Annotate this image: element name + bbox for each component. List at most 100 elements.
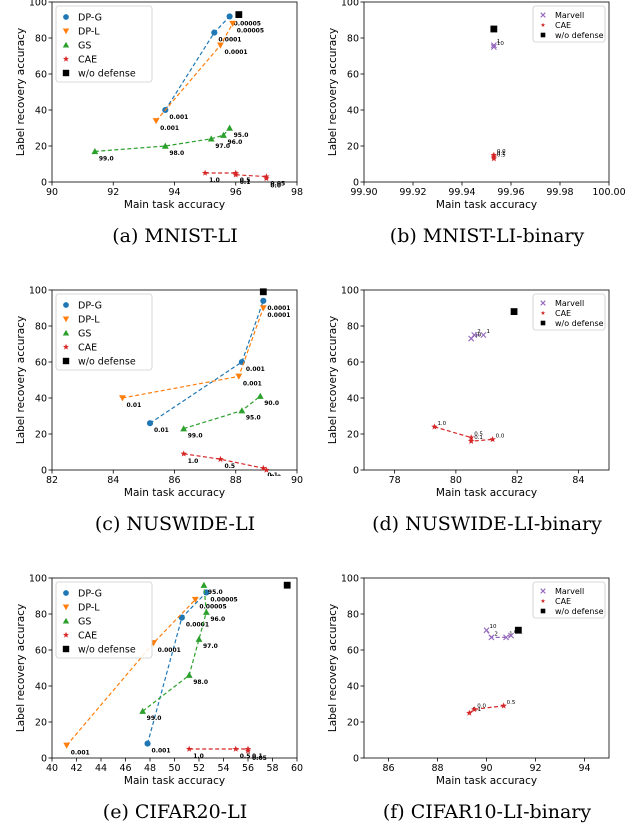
legend-label: CAE xyxy=(78,54,97,65)
legend-marker xyxy=(62,55,70,62)
x-tick-label: 94 xyxy=(168,187,180,198)
data-point xyxy=(260,297,267,304)
y-axis-label: Label recovery accuracy xyxy=(15,316,27,444)
data-label: 98.0 xyxy=(169,150,184,157)
series-line xyxy=(189,748,249,751)
series-w-o-defense xyxy=(259,288,267,296)
y-tick-label: 20 xyxy=(347,141,359,152)
x-tick-label: 84 xyxy=(572,475,584,486)
data-point xyxy=(200,581,208,588)
data-point xyxy=(263,466,270,473)
data-point xyxy=(195,635,203,642)
data-point xyxy=(185,671,193,678)
data-label: 1 xyxy=(486,329,490,335)
subfigure-caption: (f) CIFAR10-LI-binary xyxy=(383,801,592,823)
data-point xyxy=(217,455,224,462)
series-line xyxy=(486,629,512,638)
legend-marker xyxy=(540,608,546,614)
legend-marker xyxy=(540,12,546,18)
y-tick-label: 40 xyxy=(347,393,359,404)
legend-marker xyxy=(540,32,546,38)
plot-frame xyxy=(363,1,610,183)
data-label: 97.0 xyxy=(215,143,230,150)
x-tick-label: 94 xyxy=(578,763,590,774)
legend-frame xyxy=(532,581,606,619)
data-label: 90.0 xyxy=(264,400,279,407)
data-label: 0.1 xyxy=(497,151,506,157)
data-point xyxy=(220,131,227,138)
series-dp-g: 0.001 0.0001 0.00005 xyxy=(144,589,238,755)
data-point xyxy=(259,305,267,312)
data-point xyxy=(191,596,199,603)
data-point xyxy=(238,407,246,414)
y-tick-label: 0 xyxy=(353,753,359,764)
x-tick-label: 98 xyxy=(291,187,303,198)
x-tick-label: 99.94 xyxy=(448,187,475,198)
subfigure-caption: (a) MNIST-LI xyxy=(112,225,238,247)
data-label: 99.0 xyxy=(188,433,203,440)
data-point xyxy=(256,392,264,399)
series-line xyxy=(149,300,264,424)
data-point xyxy=(244,747,252,754)
legend-marker xyxy=(62,357,70,365)
data-label: 0.5 xyxy=(507,700,516,706)
legend-label: w/o defense xyxy=(555,31,604,40)
x-tick-label: 44 xyxy=(95,763,107,774)
legend-marker xyxy=(62,69,70,77)
x-tick-label: 58 xyxy=(266,763,278,774)
x-tick-label: 82 xyxy=(46,475,58,486)
series-dp-l: 0.01 0.001 0.0001 xyxy=(119,305,290,409)
x-tick-label: 90 xyxy=(291,475,303,486)
series-gs: 99.0 95.0 90.0 xyxy=(180,392,279,440)
data-point xyxy=(144,740,151,747)
legend-label: DP-G xyxy=(78,12,102,23)
y-axis-label: Label recovery accuracy xyxy=(327,316,339,444)
series-dp-g: 0.01 0.001 0.0001 xyxy=(146,297,290,434)
series-cae: 1.0 0.5 0.10.05 xyxy=(185,745,267,762)
legend-label: w/o defense xyxy=(78,644,136,655)
subfigure-caption: (d) NUSWIDE-LI-binary xyxy=(372,513,602,535)
series-dp-l: 0.001 0.0001 0.00005 xyxy=(152,20,264,132)
data-label: 0.1 xyxy=(474,435,483,441)
legend-label: CAE xyxy=(78,342,97,353)
data-label: 2 xyxy=(494,631,498,637)
x-tick-label: 56 xyxy=(242,763,254,774)
data-point xyxy=(490,42,497,49)
data-label: 0.1 xyxy=(267,472,278,479)
series-line xyxy=(205,172,267,179)
data-point xyxy=(431,423,438,430)
data-point xyxy=(232,745,239,752)
y-tick-label: 80 xyxy=(347,321,359,332)
data-label: 0.5 xyxy=(224,463,235,470)
data-label: 95.0 xyxy=(208,589,223,596)
data-label: 0.05 xyxy=(252,755,267,762)
series-cae: 0.10.0 0.5 xyxy=(466,700,516,716)
legend-label: w/o defense xyxy=(78,356,136,367)
y-tick-label: 60 xyxy=(347,645,359,656)
series-w-o-defense xyxy=(283,581,291,589)
legend-marker xyxy=(63,302,69,308)
x-tick-label: 90 xyxy=(480,763,492,774)
x-tick-label: 99.90 xyxy=(350,187,377,198)
x-tick-label: 96 xyxy=(230,187,242,198)
data-label: 1.0 xyxy=(437,421,446,427)
data-label: 2 xyxy=(477,329,481,335)
data-point xyxy=(500,702,507,709)
legend-label: DP-G xyxy=(78,588,102,599)
y-tick-label: 60 xyxy=(35,357,47,368)
data-label: 0.001 xyxy=(243,380,262,387)
data-point xyxy=(207,135,215,142)
y-tick-label: 20 xyxy=(35,429,47,440)
data-point xyxy=(139,707,147,714)
data-point xyxy=(471,706,478,713)
y-tick-label: 40 xyxy=(35,681,47,692)
data-point xyxy=(483,627,490,634)
legend-marker xyxy=(540,310,546,315)
data-label: 96.0 xyxy=(228,139,243,146)
data-point xyxy=(180,425,188,432)
legend-label: GS xyxy=(78,40,91,51)
data-point xyxy=(180,450,187,457)
data-label: 98.0 xyxy=(193,679,208,686)
data-label: 0.1 xyxy=(472,707,481,713)
